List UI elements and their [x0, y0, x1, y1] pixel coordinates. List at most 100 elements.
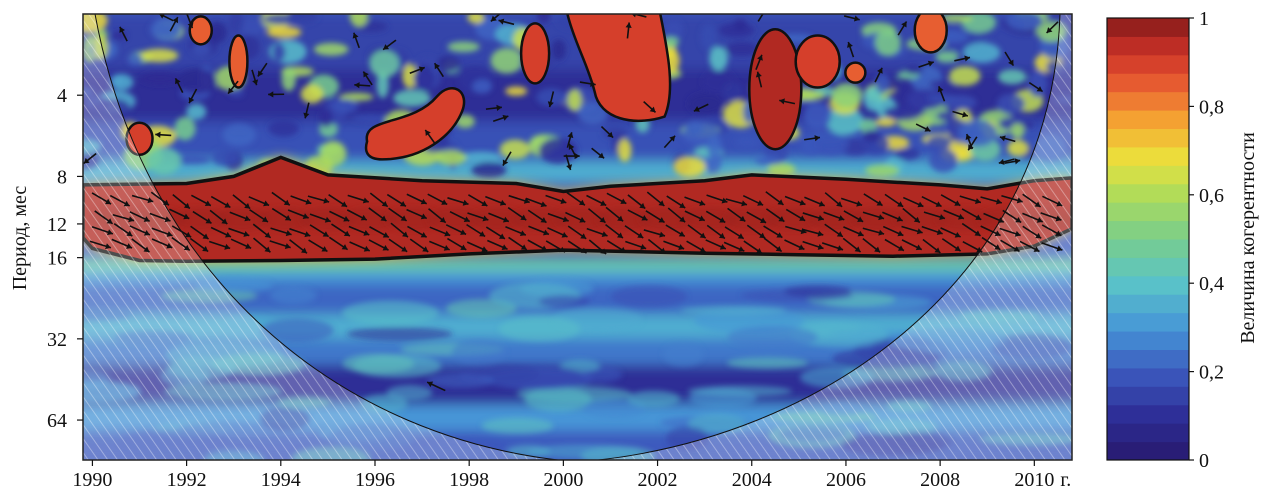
phase-arrow [433, 62, 444, 78]
phase-arrow [210, 226, 232, 238]
phase-arrow [328, 236, 349, 251]
phase-arrow [843, 15, 860, 22]
phase-arrow [257, 62, 268, 77]
phase-arrow [386, 193, 407, 207]
x-axis: 1990 1992 1994 1996 1998 2000 2002 2004 2006 2008… [72, 460, 1071, 491]
colorbar-segment [1107, 73, 1189, 93]
phase-arrow [368, 239, 389, 251]
phase-arrow [369, 192, 389, 208]
phase-arrow [508, 236, 528, 251]
phase-arrow [980, 225, 1001, 237]
colorbar-segment [1107, 91, 1189, 111]
phase-arrow [605, 223, 624, 239]
phase-arrow [627, 194, 646, 210]
phase-arrow [129, 211, 150, 222]
phase-arrow [952, 110, 969, 118]
phase-arrow [348, 225, 370, 236]
phase-arrow [847, 41, 855, 58]
phase-arrow [485, 104, 502, 111]
phase-arrow [192, 210, 212, 225]
colorbar-tick-label: 0,4 [1199, 273, 1224, 295]
phase-arrow [492, 114, 509, 123]
significance-region [748, 27, 803, 151]
phase-arrow [686, 240, 707, 253]
phase-arrow [705, 210, 726, 224]
phase-arrow [802, 240, 824, 250]
phase-arrow [131, 194, 154, 204]
phase-arrow [901, 239, 923, 251]
phase-arrow [527, 239, 548, 252]
phase-arrow [466, 241, 488, 252]
x-tick-label: 1990 [72, 469, 112, 491]
phase-arrow [862, 237, 881, 253]
phase-arrow [545, 240, 566, 253]
phase-arrow [424, 129, 436, 144]
phase-arrow [113, 223, 133, 237]
colorbar-segment [1107, 239, 1189, 258]
phase-arrow [502, 151, 512, 166]
y-tick-label: 8 [57, 166, 67, 188]
phase-arrow [630, 14, 647, 18]
phase-arrow [382, 39, 397, 51]
x-unit-label: г. [1060, 469, 1071, 491]
phase-arrow [352, 32, 360, 49]
phase-arrow [821, 242, 844, 252]
phase-arrow [843, 210, 864, 223]
phase-arrow [624, 225, 644, 239]
y-tick-label: 64 [47, 410, 67, 432]
phase-arrow [981, 236, 1001, 251]
phase-arrow [131, 238, 150, 253]
phase-arrow [755, 54, 763, 71]
y-axis-title: Период, мес [9, 186, 31, 291]
colorbar-segment [1107, 312, 1189, 332]
phase-arrow [743, 240, 763, 255]
phase-arrow [119, 26, 128, 42]
phase-arrow [447, 237, 467, 251]
phase-arrow [804, 135, 821, 142]
phase-arrow [151, 238, 173, 249]
phase-arrow [1040, 212, 1062, 222]
phase-arrow [567, 240, 587, 254]
colorbar-segment [1107, 367, 1189, 387]
phase-arrow [1041, 224, 1062, 237]
phase-arrow [882, 211, 903, 222]
phase-arrow [527, 209, 547, 224]
colorbar-segment [1107, 404, 1189, 424]
phase-arrow [309, 213, 331, 223]
phase-arrow [252, 237, 271, 253]
phase-arrow [467, 194, 488, 207]
phase-arrow [687, 224, 707, 239]
phase-arrow [941, 238, 962, 252]
phase-arrow [406, 193, 428, 205]
x-tick-label: 1994 [261, 469, 301, 491]
phase-arrow [980, 196, 1002, 205]
phase-arrow [227, 80, 239, 95]
phase-arrow [229, 211, 251, 222]
phase-arrow [863, 193, 883, 207]
y-tick-label: 12 [47, 214, 67, 236]
phase-arrow [428, 208, 447, 224]
phase-arrow [309, 224, 330, 238]
cone-of-influence [83, 14, 1072, 460]
phase-arrow [566, 191, 586, 206]
x-tick-label: 2006 [826, 469, 866, 491]
colorbar-segment [1107, 128, 1189, 148]
phase-arrow [1019, 240, 1040, 253]
phase-arrow [485, 195, 507, 206]
significance-region [844, 61, 867, 84]
phase-arrow [230, 238, 252, 249]
phase-arrow [724, 226, 745, 240]
phase-arrow [362, 71, 373, 86]
phase-arrow [897, 21, 908, 36]
colorbar-segment [1107, 183, 1189, 203]
phase-arrow [248, 196, 270, 207]
phase-arrow [1042, 195, 1063, 207]
phase-arrow [915, 123, 931, 132]
colorbar-frame [1106, 17, 1190, 461]
colorbar-segment [1107, 36, 1189, 56]
phase-arrow [467, 212, 489, 222]
phase-arrow [727, 207, 746, 222]
phase-arrow [765, 191, 784, 206]
phase-arrow [923, 211, 946, 220]
